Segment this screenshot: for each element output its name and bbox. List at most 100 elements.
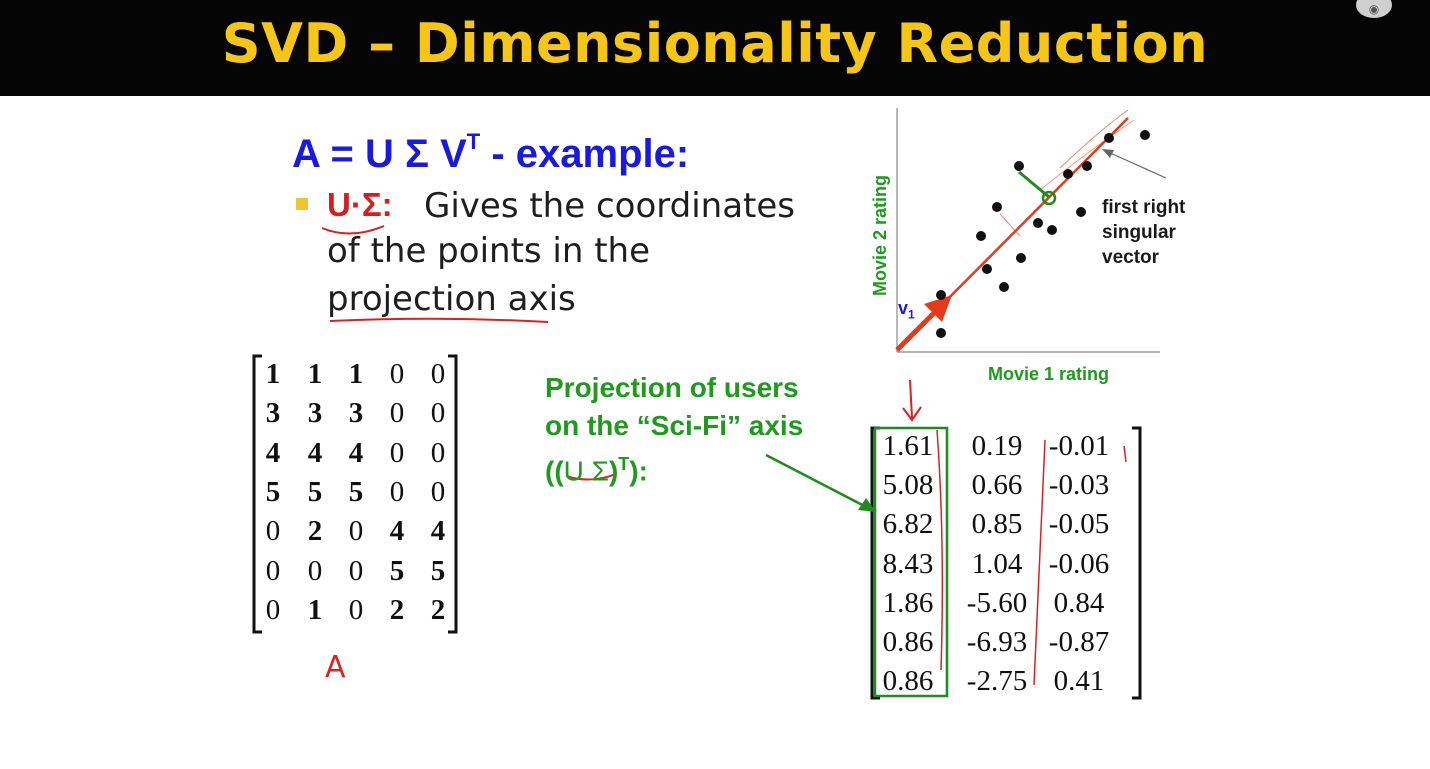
matrix-a-cell: 3 [265, 397, 281, 430]
green-pointer-arrowhead [858, 498, 876, 512]
ink-col-mark-3 [1123, 445, 1127, 463]
scatter-point [982, 264, 992, 274]
grey-pointer-head [1102, 149, 1114, 158]
ink-underline-projection [329, 317, 549, 323]
scatter-point [1076, 207, 1086, 217]
matrix-a-left-bracket [252, 354, 262, 634]
matrix-us-cell: 1.86 [882, 586, 934, 619]
grey-pointer-line [1107, 151, 1167, 179]
matrix-a-cell: 5 [265, 475, 281, 508]
bullet-square-icon [296, 198, 308, 210]
projection-us-symbol: U Σ [563, 455, 609, 487]
matrix-a-cell: 0 [307, 554, 323, 587]
matrix-a-cell: 4 [389, 515, 405, 548]
matrix-a-cell: 0 [389, 358, 405, 390]
ink-col-mark-2 [1033, 439, 1046, 686]
annotation-line: vector [1102, 247, 1160, 268]
vector-label: v1 [898, 298, 915, 322]
matrix-a-cell: 0 [430, 475, 446, 508]
scatter-point [1140, 130, 1150, 140]
projection-label-line-3: ((U Σ)T): [545, 445, 803, 490]
scatter-point [992, 202, 1002, 212]
green-pointer-arrow [765, 453, 873, 512]
matrix-a-cell: 4 [265, 436, 281, 469]
handwritten-a-label: A [325, 650, 346, 685]
vector-label-subscript: 1 [908, 307, 915, 322]
matrix-a-cell: 2 [389, 593, 405, 626]
projected-point-marker [1041, 190, 1057, 206]
matrix-us-cell: 0.86 [882, 626, 934, 658]
matrix-us-cell: -0.01 [1048, 430, 1110, 462]
projection-label: Projection of users on the “Sci-Fi” axis… [545, 369, 803, 490]
sci-fi-column-highlight [873, 426, 949, 698]
projection-open-paren: (( [545, 455, 564, 487]
matrix-a-cell: 0 [430, 397, 446, 430]
matrix-a-cell: 0 [265, 593, 281, 626]
matrix-us-cell: 1.04 [971, 547, 1023, 580]
matrix-a-cell: 1 [307, 358, 323, 390]
ink-curve-1 [1059, 109, 1129, 169]
bullet-line-2: of the points in the [327, 231, 651, 271]
ink-arrow-down [902, 379, 922, 422]
matrix-a-cell: 5 [307, 475, 323, 508]
slide-heading: A = U Σ VT - example: [292, 129, 690, 177]
matrix-a-cell: 4 [348, 436, 364, 469]
overlay-toggle-icon[interactable]: ◉ [1356, 0, 1392, 18]
ink-underline-proj-us [565, 473, 617, 481]
scatter-point [976, 231, 986, 241]
matrix-a-cell: 5 [430, 554, 446, 587]
matrix-a-cell: 1 [348, 358, 364, 390]
heading-formula: A = U Σ V [292, 132, 467, 176]
matrix-a-cell: 0 [348, 554, 364, 587]
matrix-a-cell: 0 [430, 358, 446, 390]
matrix-us-cell: -0.03 [1048, 469, 1110, 502]
scatter-point [1016, 253, 1026, 263]
matrix-a-cell: 4 [430, 515, 446, 548]
x-axis-label: Movie 1 rating [988, 364, 1110, 384]
matrix-a-cell: 4 [307, 436, 323, 469]
matrix-us-cell: -0.87 [1048, 626, 1110, 658]
title-bar: SVD – Dimensionality Reduction ◉ [0, 0, 1430, 96]
projection-transpose-sup: T [618, 454, 630, 474]
ink-curve-2 [1039, 119, 1135, 191]
matrix-a-cell: 5 [389, 554, 405, 587]
scatter-plot [895, 108, 1167, 353]
matrix-us-cell: -6.93 [966, 626, 1028, 658]
matrix-a-cell: 0 [389, 397, 405, 430]
matrix-a-cell: 0 [430, 436, 446, 469]
matrix-us-cell: -5.60 [966, 586, 1028, 619]
projection-label-line-1: Projection of users [545, 372, 799, 403]
matrix-us-cell: 0.86 [882, 665, 934, 698]
matrix-a-cell: 2 [307, 515, 323, 548]
matrix-a-cell: 0 [389, 436, 405, 469]
matrix-us-cell: 0.66 [971, 469, 1023, 502]
annotation-line: first right [1102, 197, 1186, 218]
bullet-line-1: Gives the coordinates [424, 186, 796, 226]
matrix-us-cell: 0.19 [971, 430, 1023, 462]
matrix-us-cell: 0.84 [1053, 586, 1105, 619]
matrix-a-cell: 5 [348, 475, 364, 508]
scatter-point [1047, 225, 1057, 235]
matrix-a-cell: 0 [348, 515, 364, 548]
scatter-point [1014, 161, 1024, 171]
scatter-point [1063, 169, 1073, 179]
projection-end: ): [629, 455, 648, 487]
vector-label-letter: v [898, 298, 909, 318]
slide-title: SVD – Dimensionality Reduction [221, 12, 1209, 75]
ink-col-mark-1 [936, 429, 944, 671]
matrix-a-cell: 3 [307, 397, 323, 430]
matrix-a-cell: 0 [389, 475, 405, 508]
scatter-point [936, 328, 946, 338]
matrix-us-cell: 6.82 [882, 508, 934, 541]
matrix-us-cell: -0.06 [1048, 547, 1110, 580]
matrix-a-cell: 3 [348, 397, 364, 430]
scatter-point [1104, 133, 1114, 143]
matrix-a-cell: 1 [307, 593, 323, 626]
annotation-line: singular [1102, 222, 1176, 243]
matrix-a-cell: 2 [430, 593, 446, 626]
heading-tail: - example: [480, 132, 690, 176]
matrix-a-cell: 0 [265, 515, 281, 548]
scatter-point [1082, 161, 1092, 171]
matrix-us-cell: -0.05 [1048, 508, 1110, 541]
bullet-term: U·Σ: [327, 186, 393, 223]
